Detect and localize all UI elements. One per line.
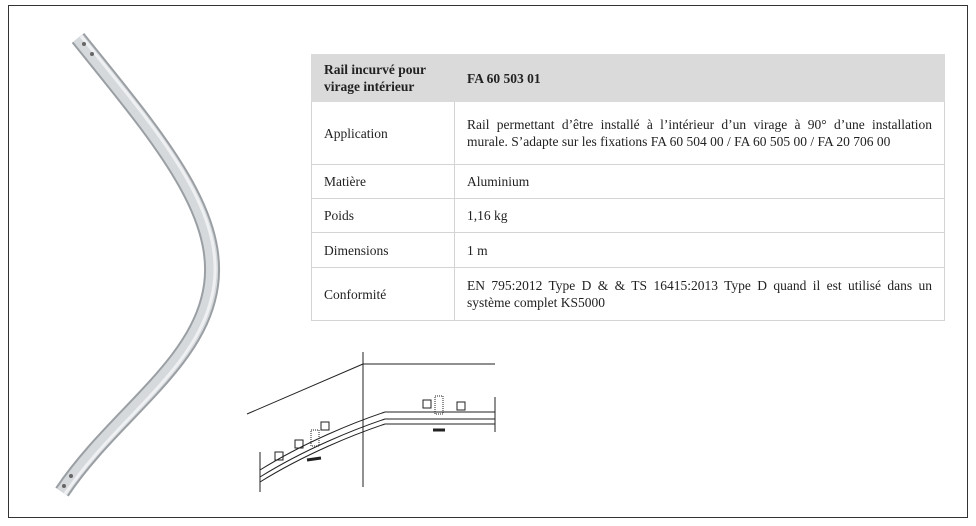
spec-table: Rail incurvé pour virage intérieur FA 60… (311, 54, 945, 321)
spec-value: Rail permettant d’être installé à l’inté… (455, 102, 945, 165)
spec-value: 1,16 kg (455, 199, 945, 233)
header-row: Rail incurvé pour virage intérieur FA 60… (312, 55, 945, 102)
spec-value: EN 795:2012 Type D & & TS 16415:2013 Typ… (455, 268, 945, 321)
spec-label: Poids (312, 199, 455, 233)
spec-value: 1 m (455, 233, 945, 268)
spec-label: Dimensions (312, 233, 455, 268)
page: {"table": { "header": ["Rail incurvé pou… (0, 0, 976, 526)
header-cell: FA 60 503 01 (455, 55, 945, 102)
spec-value: Aluminium (455, 165, 945, 199)
spec-label: Matière (312, 165, 455, 199)
header-cell: Rail incurvé pour virage intérieur (312, 55, 455, 102)
spec-label: Application (312, 102, 455, 165)
rail-image (40, 30, 240, 505)
installation-drawing (245, 352, 505, 497)
spec-label: Conformité (312, 268, 455, 321)
